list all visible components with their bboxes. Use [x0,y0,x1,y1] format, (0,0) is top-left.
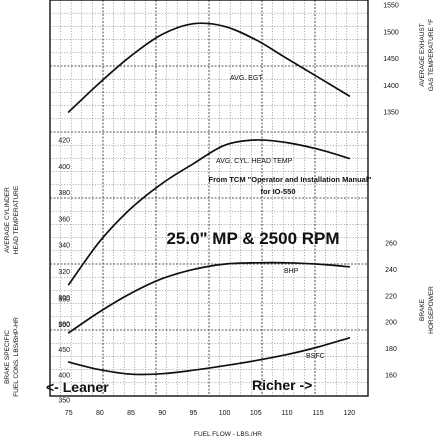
right-axis-label-egt-1: AVERAGE EXHAUST [419,23,426,86]
x-tick-label: 105 [250,410,262,417]
right-axis-label-bhp-2: HORSEPOWER [428,286,435,334]
x-tick-label: 90 [158,410,166,417]
bhp-curve [67,261,351,334]
x-tick-label: 120 [343,410,355,417]
cht-tick-label: 360 [58,216,70,223]
x-tick-label: 110 [281,410,292,417]
x-tick-label: 75 [65,410,73,417]
bsfc-tick-label: 400 [58,372,70,379]
left-axis-label-cht-2: HEAD TEMPERATURE [13,185,20,254]
curve-label-cht: AVG. CYL. HEAD TEMP [216,158,293,165]
left-axis-label-bsfc-1: BRAKE SPECIFIC [4,330,11,384]
bsfc-tick-label: 350 [58,398,70,405]
axis-ticks: 75 80 85 90 95 100 105 110 115 120 280 300 320 340 360… [58,3,399,418]
curve-label-bhp: BHP [284,268,299,275]
source-note-line-2: for IO-550 [260,187,295,196]
cht-tick-label: 420 [58,138,70,145]
x-tick-label: 85 [127,410,135,417]
cht-tick-label: 280 [58,322,70,329]
cht-tick-label: 400 [58,164,70,171]
egt-tick-label: 1350 [383,110,399,117]
x-tick-label: 95 [190,410,198,417]
richer-hint: Richer -> [252,377,312,393]
egt-tick-label: 1500 [383,29,399,36]
bsfc-tick-label: 500 [58,322,70,329]
egt-tick-label: 1550 [383,3,399,10]
left-axis-label-cht-1: AVERAGE CYLINDER [4,187,11,253]
bhp-tick-label: 260 [385,241,397,248]
data-curves [67,22,351,376]
chart-grid [49,0,369,397]
bhp-tick-label: 200 [385,320,397,327]
x-tick-label: 80 [96,410,104,417]
bhp-tick-label: 220 [385,293,397,300]
x-tick-label: 100 [219,410,231,417]
x-tick-label: 115 [313,410,324,417]
bsfc-curve [67,337,351,376]
plot-frame [49,0,369,397]
bhp-tick-label: 160 [385,373,397,380]
egt-tick-label: 1400 [383,83,399,90]
leaner-hint: <- Leaner [46,379,109,395]
egt-tick-label: 1450 [383,56,399,63]
cht-tick-label: 380 [58,190,70,197]
cht-tick-label: 340 [58,243,70,250]
bhp-tick-label: 180 [385,346,397,353]
right-axis-label-bhp-1: BRAKE [419,298,426,321]
egt-curve [67,22,351,113]
cht-curve [67,139,351,286]
curve-label-bsfc: BSFC [306,353,325,360]
right-axis-label-egt-2: GAS TEMPERATURE °F [427,19,435,91]
cht-tick-label: 300 [58,295,70,302]
source-note-line-1: From TCM "Operator and Installation Manu… [209,175,372,184]
bhp-tick-label: 240 [385,267,397,274]
x-axis-label: FUEL FLOW - LBS./HR [194,431,262,438]
chart-title: 25.0" MP & 2500 RPM [166,229,339,248]
left-axis-label-bsfc-2: FUEL CONS. LBS/BHP-HR [13,317,20,397]
bsfc-tick-label: 450 [58,347,70,354]
bsfc-tick-label: 550 [58,297,70,304]
curve-label-egt: AVG. EGT [230,75,263,82]
cht-tick-label: 320 [58,269,70,276]
